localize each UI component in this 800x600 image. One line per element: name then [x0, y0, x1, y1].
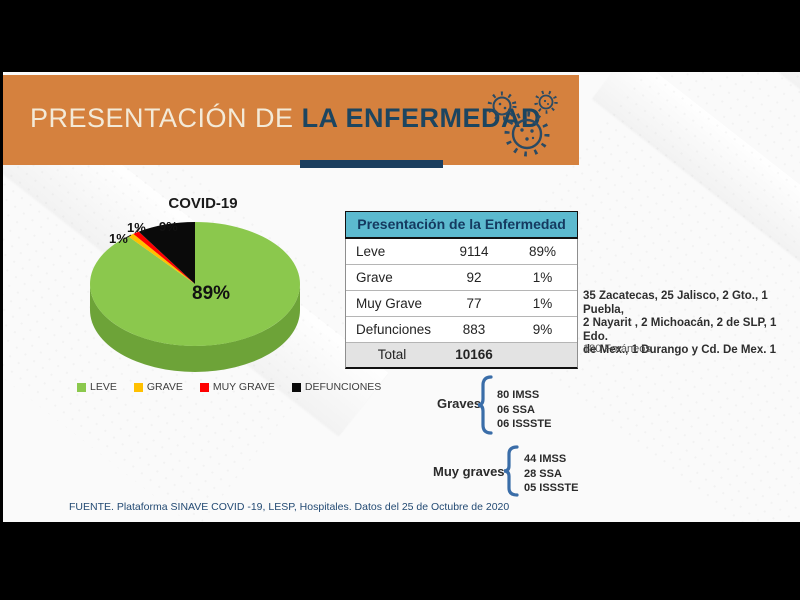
graves-item: 80 IMSS	[497, 389, 540, 401]
total-label: Total	[377, 347, 407, 362]
total-pct-empty	[510, 343, 575, 367]
graves-items: 80 IMSS 06 SSA 06 ISSSTE	[497, 388, 551, 432]
diagonal-band	[592, 72, 800, 493]
total-value: 10166	[455, 347, 493, 362]
states-line: 2 Nayarit , 2 Michoacán, 2 de SLP, 1 Edo…	[583, 317, 777, 343]
legend-item-leve: LEVE	[77, 381, 117, 393]
slice-label-leve: 89%	[192, 283, 231, 304]
header-banner: PRESENTACIÓN DE LA ENFERMEDAD	[3, 75, 579, 165]
graves-label: Graves	[437, 396, 482, 411]
slice-label-defunciones: 9%	[159, 219, 178, 234]
legend-swatch-muy-grave	[199, 382, 209, 392]
row-count: 9114	[459, 244, 489, 259]
muy-graves-item: 44 IMSS	[524, 453, 567, 465]
source-footer: FUENTE. Plataforma SINAVE COVID -19, LES…	[69, 501, 510, 513]
muy-graves-items: 44 IMSS 28 SSA 05 ISSSTE	[524, 452, 578, 496]
row-pct: 1%	[532, 296, 553, 311]
foraneos-note: 180 Foráneos	[583, 343, 651, 355]
page-title-regular: PRESENTACIÓN DE	[30, 103, 294, 133]
legend-swatch-grave	[133, 382, 143, 392]
banner-accent-bar	[300, 160, 443, 168]
legend-item-defunciones: DEFUNCIONES	[291, 381, 382, 393]
row-count: 77	[466, 296, 482, 311]
slice-label-grave: 1%	[109, 231, 128, 246]
graves-bracket	[477, 375, 493, 435]
table-total-row: Total 10166	[346, 342, 577, 367]
legend-label-defunciones: DEFUNCIONES	[304, 381, 382, 393]
graves-item: 06 SSA	[497, 403, 535, 416]
row-label: Defunciones	[356, 322, 432, 337]
legend-item-muy-grave: MUY GRAVE	[199, 381, 275, 393]
slice-label-muy-grave: 1%	[127, 220, 146, 235]
page-title: PRESENTACIÓN DE LA ENFERMEDAD	[30, 103, 541, 134]
row-count: 92	[466, 270, 482, 285]
slide-content: PRESENTACIÓN DE LA ENFERMEDAD	[3, 72, 800, 522]
legend-label-grave: GRAVE	[146, 381, 183, 393]
muy-graves-item: 05 ISSSTE	[524, 482, 579, 494]
legend-item-grave: GRAVE	[133, 381, 183, 393]
table-title: Presentación de la Enfermedad	[345, 211, 578, 239]
presentation-table: Presentación de la Enfermedad Leve 9114 …	[345, 211, 578, 369]
table-row: Grave 92 1%	[346, 264, 577, 290]
muy-graves-bracket	[503, 445, 519, 497]
table-row: Muy Grave 77 1%	[346, 290, 577, 316]
row-label: Leve	[356, 244, 386, 259]
row-label: Grave	[356, 270, 393, 285]
graves-item: 06 ISSSTE	[497, 418, 552, 430]
table-row: Defunciones 883 9%	[346, 316, 577, 342]
legend-label-leve: LEVE	[90, 381, 117, 393]
legend-swatch-defunciones	[291, 382, 301, 392]
table-row: Leve 9114 89%	[346, 239, 577, 264]
legend-swatch-leve	[77, 382, 86, 392]
row-count: 883	[462, 322, 486, 337]
legend-label-muy-grave: MUY GRAVE	[212, 381, 275, 393]
row-pct: 89%	[528, 244, 557, 259]
row-pct: 9%	[532, 322, 553, 337]
muy-graves-item: 28 SSA	[524, 467, 562, 480]
chart-legend: LEVE GRAVE MUY GRAVE DEFUNCIONES	[77, 381, 381, 393]
row-pct: 1%	[532, 270, 553, 285]
muy-graves-label: Muy graves	[433, 464, 505, 479]
row-label: Muy Grave	[356, 296, 423, 311]
virus-icons	[487, 90, 558, 157]
states-line: 35 Zacatecas, 25 Jalisco, 2 Gto., 1 Pueb…	[583, 290, 768, 316]
chart-title: COVID-19	[168, 195, 238, 212]
